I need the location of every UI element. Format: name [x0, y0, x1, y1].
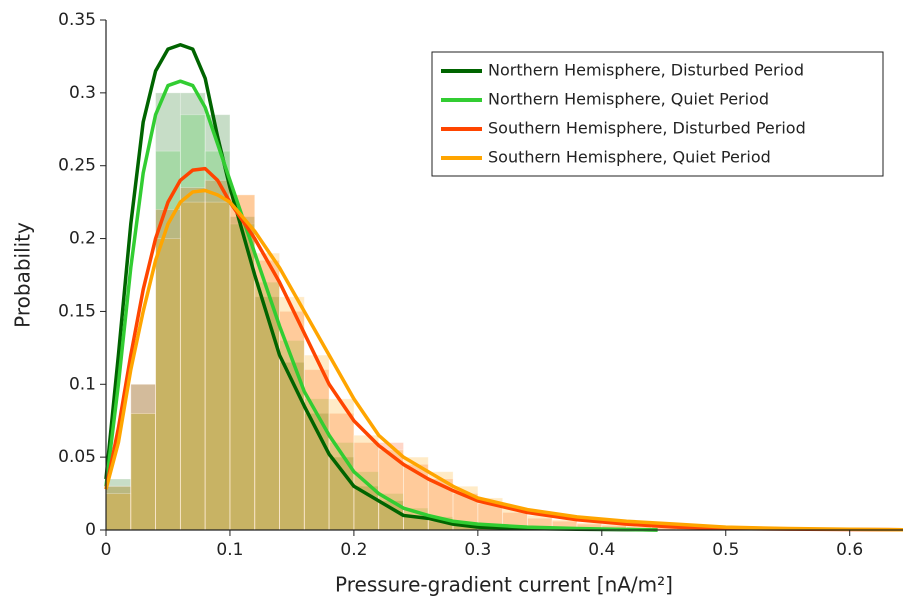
- histogram-bar: [204, 201, 231, 531]
- y-tick-label: 0.05: [58, 447, 96, 467]
- histogram-bar: [229, 194, 256, 531]
- y-tick-label: 0.3: [69, 83, 96, 103]
- density-line: [104, 79, 658, 532]
- histogram-bar: [303, 354, 330, 531]
- histogram-bar: [130, 413, 156, 531]
- x-tick-label: 0.5: [712, 540, 739, 560]
- legend-label: Southern Hemisphere, Disturbed Period: [488, 119, 806, 138]
- histogram-bar: [155, 150, 181, 531]
- histogram-bar: [328, 413, 355, 531]
- x-tick-label: 0.3: [464, 540, 491, 560]
- histogram-bar: [179, 114, 206, 531]
- histogram-bar: [155, 209, 181, 531]
- histogram-bar: [279, 311, 305, 531]
- histogram-bar: [204, 179, 231, 531]
- y-axis-title: Probability: [11, 222, 35, 328]
- histogram-bar: [130, 413, 156, 531]
- y-tick-label: 0.15: [58, 301, 96, 321]
- histogram-bar: [279, 340, 305, 531]
- density-line: [104, 43, 658, 532]
- legend-box: [431, 51, 884, 177]
- x-tick-label: 0.6: [836, 540, 863, 560]
- histogram-bar: [303, 398, 330, 531]
- y-tick-label: 0.25: [58, 156, 96, 176]
- histogram-bar: [130, 383, 156, 531]
- x-axis-title: Pressure-gradient current [nA/m²]: [335, 573, 673, 597]
- histogram-bar: [179, 92, 206, 531]
- histogram-bar: [229, 216, 256, 531]
- y-tick-label: 0.2: [69, 229, 96, 249]
- legend-label: Southern Hemisphere, Quiet Period: [488, 148, 771, 167]
- histogram-bar: [229, 223, 256, 531]
- x-tick-label: 0.2: [340, 540, 367, 560]
- histogram-bar: [229, 194, 256, 531]
- x-tick-label: 0.4: [588, 540, 615, 560]
- histogram-bar: [378, 449, 404, 531]
- histogram-bar: [279, 362, 305, 531]
- histogram-bar: [204, 150, 231, 531]
- legend-label: Northern Hemisphere, Quiet Period: [488, 90, 769, 109]
- histogram-bar: [179, 201, 206, 531]
- histogram-bar: [130, 383, 156, 531]
- density-line: [104, 166, 903, 532]
- histogram-bar: [254, 252, 280, 531]
- x-tick-label: 0: [101, 540, 112, 560]
- histogram-bar: [155, 92, 181, 531]
- density-line: [104, 188, 903, 532]
- y-tick-label: 0: [85, 520, 96, 540]
- histogram-bar: [155, 238, 181, 531]
- legend-label: Northern Hemisphere, Disturbed Period: [488, 61, 804, 80]
- histogram-bar: [254, 281, 280, 531]
- y-tick-label: 0.1: [69, 374, 96, 394]
- y-tick-label: 0.35: [58, 10, 96, 30]
- histogram-bar: [105, 493, 132, 531]
- x-tick-label: 0.1: [216, 540, 243, 560]
